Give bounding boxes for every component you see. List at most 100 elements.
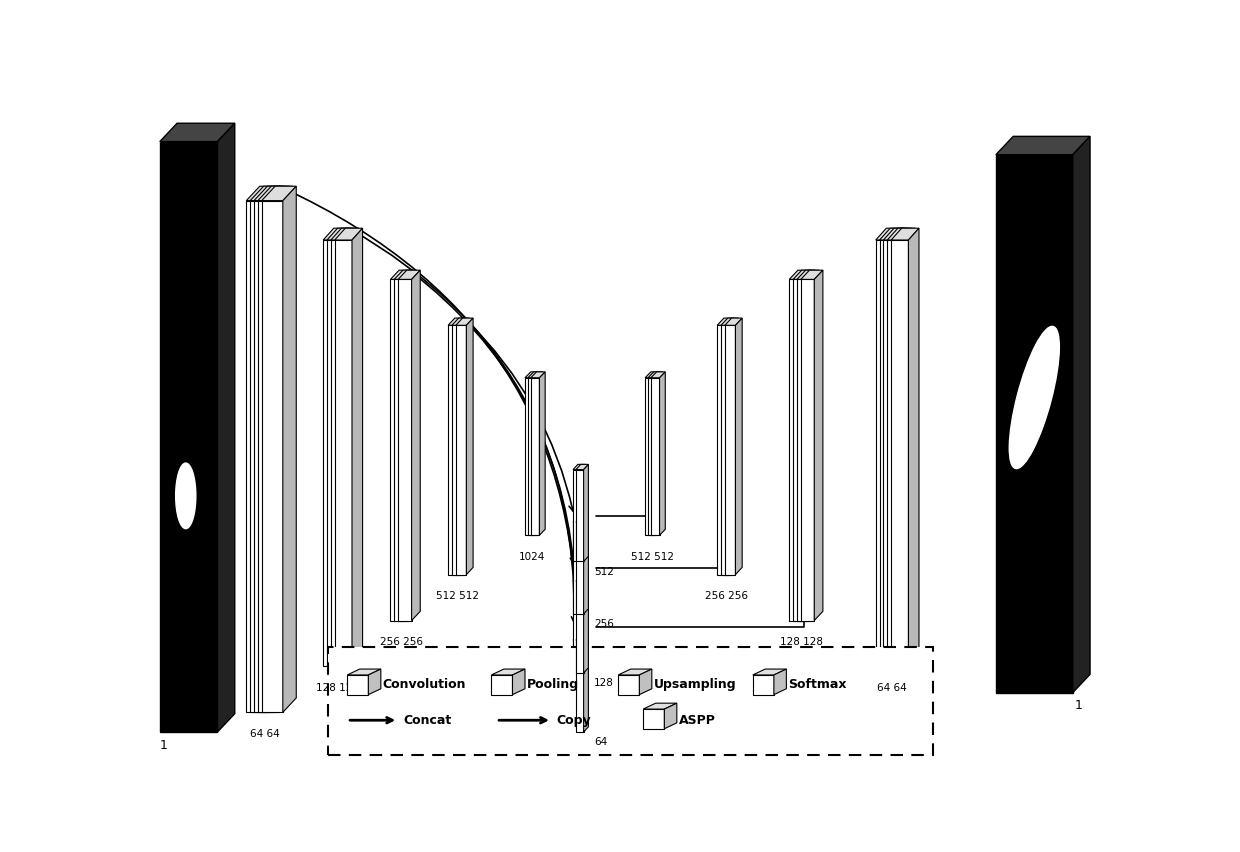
Polygon shape — [580, 517, 585, 614]
Polygon shape — [451, 318, 469, 325]
Polygon shape — [250, 200, 272, 712]
Polygon shape — [573, 517, 585, 522]
Text: 256: 256 — [594, 619, 614, 629]
Polygon shape — [283, 187, 296, 712]
Text: 512 512: 512 512 — [631, 551, 673, 561]
Polygon shape — [909, 228, 919, 666]
Polygon shape — [811, 270, 820, 620]
Polygon shape — [996, 136, 1090, 155]
Polygon shape — [653, 371, 660, 535]
Polygon shape — [512, 669, 525, 694]
Polygon shape — [268, 187, 281, 712]
Polygon shape — [324, 240, 341, 666]
Polygon shape — [398, 270, 420, 279]
Polygon shape — [725, 318, 743, 325]
Polygon shape — [575, 640, 584, 732]
Polygon shape — [247, 187, 281, 200]
Polygon shape — [665, 703, 677, 728]
Polygon shape — [879, 240, 897, 666]
Polygon shape — [327, 240, 345, 666]
FancyBboxPatch shape — [327, 647, 934, 755]
Polygon shape — [573, 469, 580, 561]
Polygon shape — [802, 270, 811, 620]
Text: 1: 1 — [1075, 699, 1083, 712]
Polygon shape — [391, 279, 404, 620]
Polygon shape — [644, 703, 677, 709]
Polygon shape — [794, 270, 815, 279]
Polygon shape — [619, 669, 652, 675]
Polygon shape — [717, 318, 734, 325]
Polygon shape — [815, 270, 823, 620]
Polygon shape — [580, 635, 585, 732]
Polygon shape — [774, 669, 786, 694]
Polygon shape — [279, 187, 293, 712]
Polygon shape — [584, 517, 589, 614]
Polygon shape — [456, 318, 474, 325]
Polygon shape — [801, 270, 823, 279]
Polygon shape — [797, 279, 811, 620]
Polygon shape — [573, 640, 580, 732]
Polygon shape — [892, 240, 909, 666]
Polygon shape — [272, 187, 285, 712]
Polygon shape — [883, 228, 911, 240]
Polygon shape — [649, 377, 657, 535]
Polygon shape — [575, 635, 589, 640]
Polygon shape — [262, 187, 296, 200]
Polygon shape — [528, 371, 542, 377]
Polygon shape — [275, 187, 289, 712]
Polygon shape — [573, 635, 585, 640]
Polygon shape — [645, 377, 653, 535]
Polygon shape — [466, 318, 474, 574]
Polygon shape — [341, 228, 351, 666]
Polygon shape — [584, 635, 589, 732]
Polygon shape — [160, 124, 234, 141]
Polygon shape — [789, 279, 802, 620]
Text: 512: 512 — [594, 567, 614, 577]
Polygon shape — [528, 377, 537, 535]
Text: 1: 1 — [160, 739, 167, 751]
Polygon shape — [575, 464, 589, 469]
Polygon shape — [584, 576, 589, 673]
Polygon shape — [463, 318, 469, 574]
Text: 1024: 1024 — [520, 551, 546, 561]
Polygon shape — [900, 228, 911, 666]
Polygon shape — [801, 279, 815, 620]
Polygon shape — [391, 270, 413, 279]
Text: 512 512: 512 512 — [435, 591, 479, 601]
Polygon shape — [258, 187, 293, 200]
Polygon shape — [335, 228, 362, 240]
Polygon shape — [573, 522, 580, 614]
Polygon shape — [451, 325, 463, 574]
Polygon shape — [456, 325, 466, 574]
Polygon shape — [347, 675, 368, 694]
Polygon shape — [345, 228, 355, 666]
Polygon shape — [575, 522, 584, 614]
Polygon shape — [660, 371, 666, 535]
Text: Copy: Copy — [557, 714, 591, 727]
Text: ASPP: ASPP — [678, 714, 715, 727]
Polygon shape — [394, 279, 408, 620]
Polygon shape — [720, 318, 738, 325]
Polygon shape — [247, 200, 268, 712]
Polygon shape — [1073, 136, 1090, 693]
Polygon shape — [893, 228, 904, 666]
Polygon shape — [875, 240, 893, 666]
Text: Upsampling: Upsampling — [653, 678, 737, 691]
Polygon shape — [348, 228, 358, 666]
Polygon shape — [331, 228, 358, 240]
Polygon shape — [794, 279, 806, 620]
Polygon shape — [408, 270, 417, 620]
Text: 256 256: 256 256 — [704, 591, 748, 601]
Polygon shape — [580, 464, 585, 561]
Polygon shape — [879, 228, 908, 240]
Polygon shape — [732, 318, 738, 574]
Polygon shape — [644, 709, 665, 728]
Text: 64 64: 64 64 — [249, 728, 279, 739]
Polygon shape — [717, 325, 728, 574]
Polygon shape — [398, 279, 412, 620]
Polygon shape — [728, 318, 734, 574]
Polygon shape — [897, 228, 908, 666]
Polygon shape — [491, 675, 512, 694]
Polygon shape — [448, 325, 459, 574]
Polygon shape — [254, 200, 275, 712]
